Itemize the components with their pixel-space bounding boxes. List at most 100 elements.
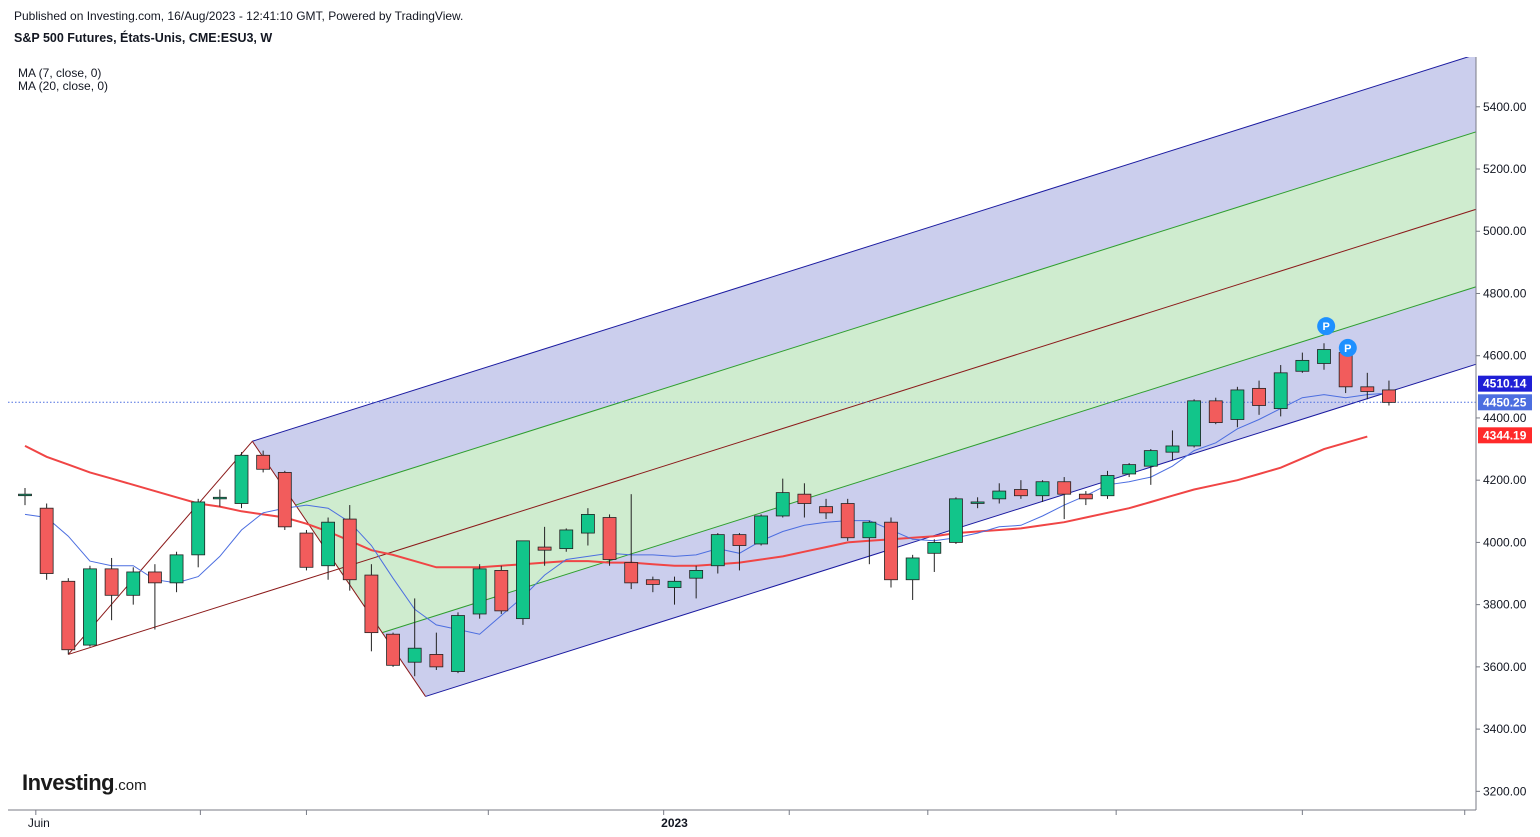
candle-body — [299, 532, 314, 568]
investing-logo: Investing.com — [22, 770, 147, 796]
candle — [256, 450, 271, 473]
price-label: 4450.25 — [1478, 394, 1532, 411]
candle-body — [559, 529, 574, 550]
candle — [61, 578, 76, 655]
candle-body — [1208, 400, 1223, 424]
candle-body — [494, 570, 509, 612]
pitchfork-inner-upper-line — [295, 131, 1476, 506]
candle-body — [191, 501, 206, 556]
candle — [321, 517, 336, 580]
logo-brand: Investing — [22, 770, 115, 795]
candle-body — [1252, 387, 1266, 406]
candle — [840, 498, 855, 541]
candle — [884, 517, 898, 588]
price-tick-label: 4400.00 — [1483, 411, 1527, 425]
candle — [775, 478, 790, 518]
published-info: Published on Investing.com, 16/Aug/2023 … — [14, 9, 464, 23]
price-tick-label: 4200.00 — [1483, 473, 1527, 487]
candle-body — [277, 471, 292, 528]
candle-body — [1382, 389, 1396, 403]
candle — [234, 452, 249, 509]
price-label: 4510.14 — [1478, 375, 1532, 392]
candle-body — [992, 490, 1007, 500]
time-tick-label: Juin — [28, 816, 50, 830]
logo-suffix: .com — [114, 777, 147, 794]
candle — [1273, 365, 1288, 417]
candle-body — [1100, 475, 1115, 497]
pivot-label: P — [1344, 343, 1351, 355]
pitchfork-handle — [67, 440, 253, 655]
candle — [386, 632, 400, 667]
ma20-line — [24, 435, 1368, 569]
candle-body — [689, 570, 704, 579]
moving-averages — [24, 392, 1389, 635]
price-label-box — [1478, 394, 1532, 411]
candles — [18, 343, 1396, 677]
candle — [1208, 397, 1223, 425]
candle-body — [1078, 493, 1093, 500]
candle-body — [840, 503, 855, 539]
candle — [1165, 430, 1180, 460]
candle — [299, 529, 314, 571]
candle-body — [1317, 349, 1331, 364]
candle-body — [472, 568, 487, 615]
pitchfork-upper-line — [252, 57, 1470, 442]
candle-body — [234, 454, 249, 504]
price-label-text: 4510.14 — [1483, 377, 1527, 391]
price-label-text: 4450.25 — [1483, 395, 1527, 409]
candle-body — [1143, 450, 1158, 467]
price-tick-label: 5000.00 — [1483, 224, 1527, 238]
candle — [18, 487, 32, 506]
pivot-marker: P — [1338, 338, 1357, 357]
price-tick-label: 5400.00 — [1483, 100, 1527, 114]
price-tick-label: 3400.00 — [1483, 722, 1527, 736]
price-tick-label: 3600.00 — [1483, 660, 1527, 674]
candle — [126, 567, 141, 605]
price-axis: 5400.00 5200.00 5000.00 4800.00 4600.00 4400.… — [1475, 57, 1532, 810]
price-tick-label: 3200.00 — [1483, 784, 1527, 798]
candle-body — [1014, 489, 1028, 497]
candle-body — [667, 580, 682, 588]
pivot-marker: P — [1317, 317, 1336, 336]
candle — [949, 497, 963, 544]
candle — [1100, 470, 1115, 499]
candle-body — [147, 571, 162, 584]
candle-body — [104, 568, 119, 596]
price-tick-label: 5200.00 — [1483, 162, 1527, 176]
candle-body — [83, 568, 97, 646]
candle — [862, 520, 877, 565]
candle-body — [342, 518, 357, 581]
candle-body — [386, 633, 400, 666]
pivot-circle — [1338, 338, 1357, 357]
candle-body — [18, 493, 32, 497]
candle — [1295, 352, 1310, 373]
candle-body — [537, 546, 552, 551]
candle — [342, 505, 357, 591]
candle — [970, 497, 985, 509]
ma7-line — [24, 392, 1389, 635]
pitchfork-channel — [8, 57, 1476, 697]
symbol-title: S&P 500 Futures, États-Unis, CME:ESU3, W — [14, 31, 273, 45]
candle-body — [1338, 352, 1353, 388]
candle — [472, 564, 487, 619]
candle — [732, 533, 747, 571]
candle-body — [1230, 389, 1245, 420]
candle-body — [927, 542, 942, 554]
candle-body — [1122, 464, 1137, 475]
candle — [1360, 372, 1375, 400]
candle-body — [754, 515, 768, 545]
pitchfork-median-line — [68, 208, 1476, 655]
candle-body — [581, 514, 595, 534]
ma20-legend[interactable]: MA (20, close, 0) — [18, 79, 109, 93]
candle — [451, 612, 465, 674]
candle-body — [602, 517, 617, 560]
candle — [407, 598, 422, 677]
candle — [710, 533, 725, 574]
candle — [494, 565, 509, 614]
candle-body — [905, 557, 920, 581]
candle-body — [645, 579, 660, 585]
ma7-legend[interactable]: MA (7, close, 0) — [18, 66, 102, 80]
price-tick-label: 4000.00 — [1483, 535, 1527, 549]
candle — [104, 557, 119, 621]
